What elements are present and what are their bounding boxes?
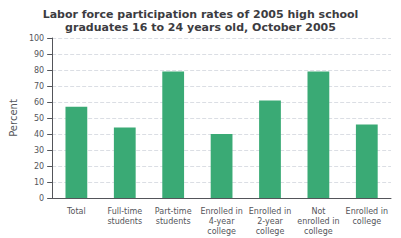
svg-text:Full-time: Full-time: [107, 207, 142, 216]
svg-text:Enrolled in: Enrolled in: [249, 207, 291, 216]
svg-text:50: 50: [34, 114, 44, 123]
svg-text:20: 20: [34, 162, 44, 171]
svg-text:students: students: [156, 217, 191, 226]
svg-text:0: 0: [39, 194, 44, 203]
svg-text:80: 80: [34, 66, 44, 75]
svg-text:2-year: 2-year: [257, 217, 283, 226]
svg-text:Percent: Percent: [8, 99, 19, 137]
svg-text:Labor force participation rate: Labor force participation rates of 2005 …: [43, 8, 359, 21]
svg-text:Part-time: Part-time: [155, 207, 192, 216]
svg-text:graduates 16 to 24 years old,: graduates 16 to 24 years old, October 20…: [65, 21, 336, 34]
svg-text:enrolled in: enrolled in: [297, 217, 339, 226]
svg-text:4-year: 4-year: [209, 217, 235, 226]
svg-text:90: 90: [34, 50, 44, 59]
svg-text:college: college: [256, 227, 285, 236]
svg-text:10: 10: [34, 178, 44, 187]
svg-text:Enrolled in: Enrolled in: [346, 207, 388, 216]
svg-text:students: students: [107, 217, 142, 226]
svg-text:30: 30: [34, 146, 44, 155]
svg-text:college: college: [207, 227, 236, 236]
svg-text:70: 70: [34, 82, 44, 91]
svg-text:college: college: [304, 227, 333, 236]
svg-text:Enrolled in: Enrolled in: [200, 207, 242, 216]
svg-text:Not: Not: [311, 207, 325, 216]
svg-text:Total: Total: [66, 207, 86, 216]
svg-text:100: 100: [29, 34, 44, 43]
svg-text:40: 40: [34, 130, 44, 139]
svg-text:60: 60: [34, 98, 44, 107]
svg-text:college: college: [352, 217, 381, 226]
